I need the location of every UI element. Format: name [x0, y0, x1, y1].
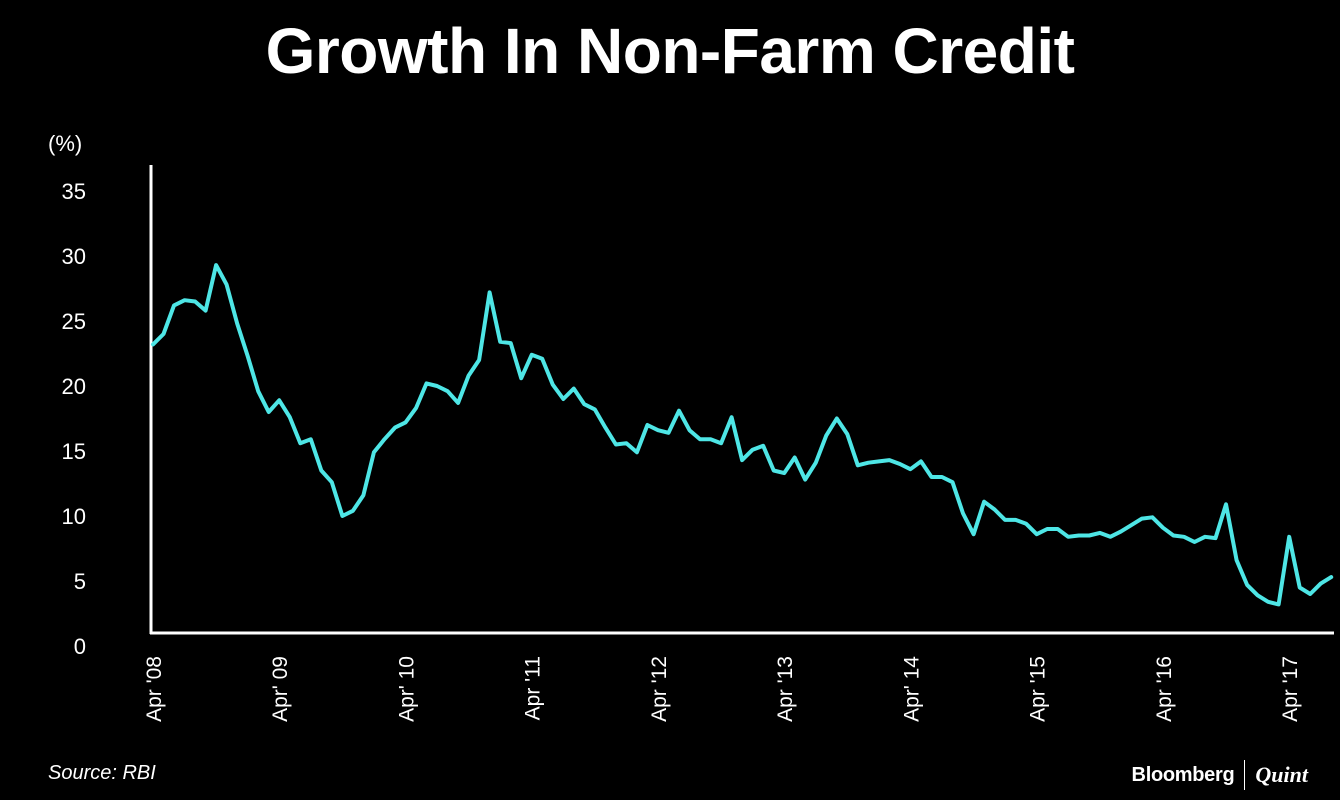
x-axis-ticks: Apr '08 Apr' 09 Apr' 10 Apr '11 Apr '12 Apr '…: [143, 656, 1302, 722]
y-tick-label: 0: [74, 634, 86, 659]
brand-bloomberg: Bloomberg: [1131, 763, 1235, 786]
x-tick-label: Apr '08: [143, 656, 166, 722]
y-axis-ticks: 0 5 10 15 20 25 30 35: [62, 179, 86, 659]
y-tick-label: 15: [62, 439, 86, 464]
brand-quint: Quint: [1255, 762, 1308, 787]
x-tick-label: Apr' 14: [900, 656, 923, 722]
x-tick-label: Apr '13: [774, 656, 797, 722]
brand-logo: Bloomberg Quint: [1132, 760, 1308, 790]
y-tick-label: 35: [62, 179, 86, 204]
y-axis-label: (%): [48, 131, 82, 156]
y-tick-label: 30: [62, 244, 86, 269]
y-tick-label: 25: [62, 309, 86, 334]
x-tick-label: Apr '12: [648, 656, 671, 722]
y-tick-label: 20: [62, 374, 86, 399]
x-tick-label: Apr '16: [1153, 656, 1176, 722]
credit-growth-line: [151, 263, 1334, 607]
x-tick-label: Apr '15: [1027, 656, 1050, 722]
brand-divider: [1244, 760, 1246, 790]
x-tick-label: Apr' 09: [269, 656, 292, 722]
source-note: Source: RBI: [48, 762, 156, 784]
chart-title: Growth In Non-Farm Credit: [265, 15, 1075, 87]
x-tick-label: Apr '17: [1279, 656, 1302, 722]
y-tick-label: 5: [74, 569, 86, 594]
y-tick-label: 10: [62, 504, 86, 529]
x-tick-label: Apr '11: [522, 656, 545, 720]
x-tick-label: Apr' 10: [395, 656, 418, 722]
